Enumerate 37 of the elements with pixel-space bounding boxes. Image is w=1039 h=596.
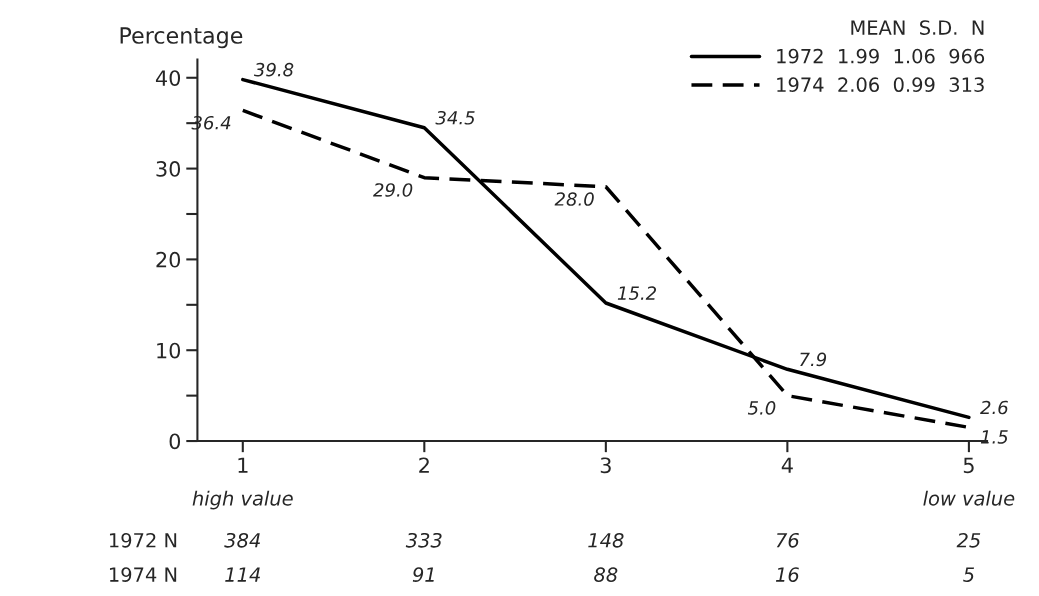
text: high value: [192, 490, 293, 510]
x-tick-label: 3: [600, 457, 611, 474]
text: 88: [594, 567, 618, 582]
y-tick-label: 40: [155, 70, 181, 86]
x-tick-label: 1: [238, 457, 248, 473]
data-label: 28.0: [554, 192, 594, 206]
text: 5: [963, 567, 975, 582]
text: 333: [405, 532, 442, 548]
text: 114: [225, 567, 260, 582]
text: 384: [224, 532, 260, 548]
text: 25: [956, 532, 981, 548]
data-label: 39.8: [253, 62, 294, 77]
text: low value: [923, 490, 1015, 506]
text: 76: [776, 532, 799, 548]
legend-title: MEAN S.D. N: [851, 20, 984, 35]
x-tick-label: 4: [781, 457, 793, 473]
legend-label: 1972 1.99 1.06 966: [777, 48, 985, 64]
text: 1974 N: [109, 567, 177, 582]
data-label: 34.5: [435, 110, 475, 125]
legend-label: 1974 2.06 0.99 313: [777, 77, 984, 93]
data-label: 5.0: [747, 401, 776, 415]
data-label: 29.0: [373, 183, 413, 197]
y-tick-label: 10: [157, 342, 181, 359]
y-tick-label: 20: [156, 251, 181, 268]
x-tick-label: 2: [419, 457, 429, 473]
data-label: 2.6: [980, 400, 1008, 415]
y-tick-label: 0: [169, 433, 181, 450]
data-label: 15.2: [617, 286, 657, 300]
text: 148: [588, 532, 624, 548]
data-label: 1.5: [980, 430, 1008, 444]
text: 1972 N: [109, 532, 177, 548]
text: 16: [775, 567, 799, 582]
data-label: 7.9: [800, 352, 827, 367]
x-tick-label: 5: [963, 457, 974, 474]
y-tick-label: 30: [156, 161, 181, 177]
y-axis-title: Percentage: [120, 27, 243, 49]
text: 91: [412, 567, 434, 582]
